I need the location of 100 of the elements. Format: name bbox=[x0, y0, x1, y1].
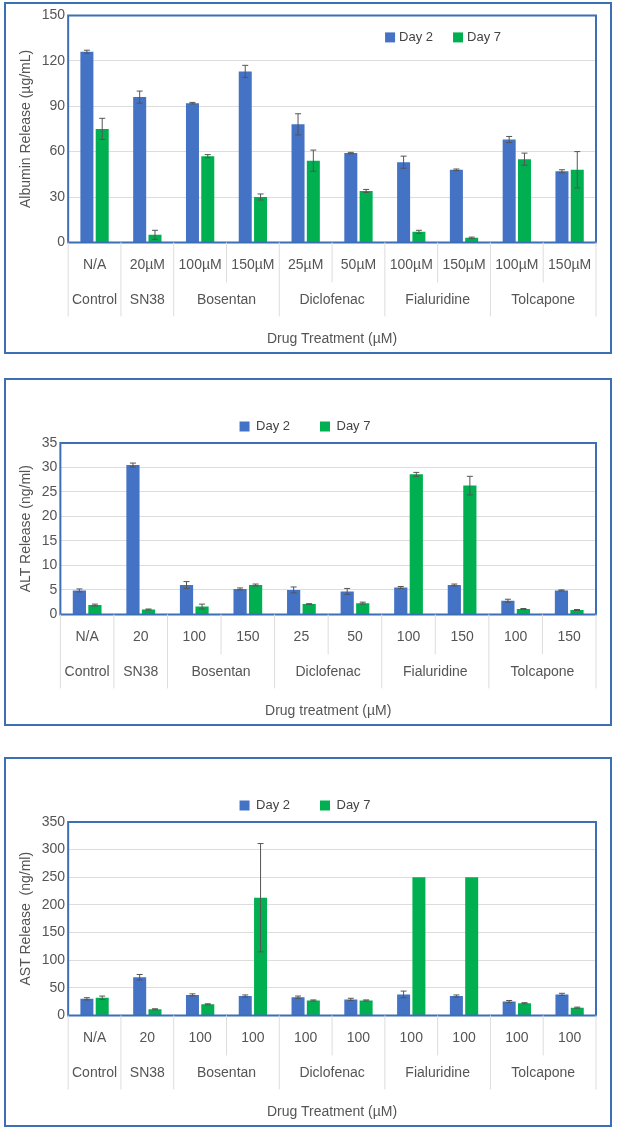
bar bbox=[306, 160, 320, 242]
text: Diclofenac bbox=[299, 1064, 365, 1081]
text: Bosentan bbox=[196, 1064, 257, 1081]
y-tick-label: 10 bbox=[41, 556, 58, 573]
bar bbox=[233, 588, 247, 614]
text: Control bbox=[71, 291, 118, 308]
x-tick-label: 150µM bbox=[442, 255, 486, 272]
bar bbox=[517, 1003, 531, 1015]
bar bbox=[517, 159, 531, 242]
text: Bosentan bbox=[196, 291, 257, 308]
text: Bosentan bbox=[191, 663, 251, 680]
bar bbox=[133, 977, 147, 1015]
bar bbox=[344, 999, 358, 1015]
bar bbox=[126, 465, 140, 614]
bar bbox=[344, 153, 358, 242]
bar bbox=[502, 139, 516, 242]
bar bbox=[291, 124, 305, 242]
x-tick-label: 100 bbox=[396, 627, 421, 644]
bar bbox=[449, 996, 463, 1015]
bar bbox=[449, 169, 463, 242]
x-tick-label: 100µM bbox=[389, 255, 433, 272]
y-tick-label: 0 bbox=[49, 605, 58, 622]
bar bbox=[72, 590, 86, 614]
bar bbox=[306, 1000, 320, 1015]
y-tick-label: 30 bbox=[41, 458, 58, 475]
y-tick-label: 250 bbox=[41, 868, 66, 885]
y-tick-label: 50 bbox=[49, 978, 66, 995]
bar bbox=[409, 474, 423, 614]
x-tick-label: 50µM bbox=[340, 255, 377, 272]
text: Fialuridine bbox=[405, 291, 471, 308]
x-tick-label: N/A bbox=[82, 255, 107, 272]
y-axis-title: AST Release (ng/ml) bbox=[17, 851, 34, 986]
legend-label: Day 2 bbox=[256, 418, 291, 434]
y-tick-label: 150 bbox=[41, 923, 66, 940]
bar bbox=[291, 997, 305, 1015]
y-tick-label: 200 bbox=[41, 895, 66, 912]
x-tick-label: 100 bbox=[503, 627, 528, 644]
x-tick-label: 100µM bbox=[495, 255, 539, 272]
x-axis-title: Drug Treatment (µM) bbox=[266, 1103, 398, 1120]
y-tick-label: 90 bbox=[49, 97, 66, 114]
x-axis-title: Drug Treatment (µM) bbox=[266, 330, 398, 347]
bar bbox=[254, 197, 268, 242]
x-tick-label: 20 bbox=[139, 1028, 156, 1045]
y-tick-label: 35 bbox=[41, 433, 58, 450]
x-tick-label: 150µM bbox=[231, 255, 275, 272]
y-axis-title: Albumin Release (µg/mL) bbox=[17, 49, 34, 209]
bar bbox=[555, 994, 569, 1015]
x-tick-label: 20 bbox=[132, 627, 149, 644]
y-tick-label: 300 bbox=[41, 840, 66, 857]
text: SN38 bbox=[129, 291, 166, 308]
x-tick-label: 50 bbox=[347, 627, 363, 644]
bar bbox=[179, 585, 194, 614]
bar bbox=[397, 994, 411, 1015]
x-tick-label: N/A bbox=[75, 627, 100, 644]
text: Diclofenac bbox=[295, 663, 361, 680]
x-tick-label: 100 bbox=[241, 1028, 265, 1045]
bar bbox=[359, 1000, 373, 1015]
bar bbox=[201, 156, 215, 242]
x-tick-label: 20µM bbox=[129, 255, 165, 272]
bar bbox=[359, 190, 373, 242]
bar bbox=[287, 589, 301, 614]
text: Diclofenac bbox=[299, 291, 365, 308]
legend-label: Day 7 bbox=[336, 418, 371, 434]
x-tick-label: 100 bbox=[188, 1028, 213, 1045]
bar bbox=[394, 587, 408, 614]
bar bbox=[238, 996, 252, 1015]
x-tick-label: 100µM bbox=[178, 255, 222, 272]
y-tick-label: 30 bbox=[49, 187, 66, 204]
x-axis-title: Drug treatment (µM) bbox=[265, 702, 392, 719]
bar bbox=[555, 171, 569, 242]
x-tick-label: 150 bbox=[236, 627, 260, 644]
x-tick-label: 100 bbox=[399, 1028, 424, 1045]
legend-label: Day 2 bbox=[399, 28, 434, 44]
x-tick-label: 100 bbox=[294, 1028, 318, 1045]
text: Fialuridine bbox=[403, 663, 468, 680]
bar bbox=[465, 877, 479, 1015]
y-tick-label: 25 bbox=[41, 482, 58, 499]
bar bbox=[238, 71, 252, 242]
text: Control bbox=[64, 663, 110, 680]
y-tick-label: 0 bbox=[57, 1006, 66, 1023]
bar bbox=[80, 51, 94, 242]
y-tick-label: 15 bbox=[41, 531, 58, 548]
text: Tolcapone bbox=[510, 663, 575, 680]
text: SN38 bbox=[129, 1064, 166, 1081]
x-tick-label: N/A bbox=[82, 1028, 107, 1045]
y-tick-label: 150 bbox=[41, 6, 66, 23]
y-tick-label: 5 bbox=[49, 580, 58, 597]
legend-label: Day 7 bbox=[467, 28, 501, 44]
x-tick-label: 150µM bbox=[548, 255, 592, 272]
x-tick-label: 100 bbox=[346, 1028, 371, 1045]
bar bbox=[412, 877, 426, 1015]
bar bbox=[249, 585, 263, 614]
bar bbox=[95, 997, 109, 1015]
legend-label: Day 2 bbox=[256, 797, 291, 813]
x-tick-label: 150 bbox=[557, 627, 582, 644]
bar bbox=[463, 485, 477, 614]
bar bbox=[133, 97, 147, 242]
x-tick-label: 100 bbox=[557, 1028, 582, 1045]
y-tick-label: 0 bbox=[57, 233, 66, 250]
bar bbox=[185, 994, 199, 1015]
